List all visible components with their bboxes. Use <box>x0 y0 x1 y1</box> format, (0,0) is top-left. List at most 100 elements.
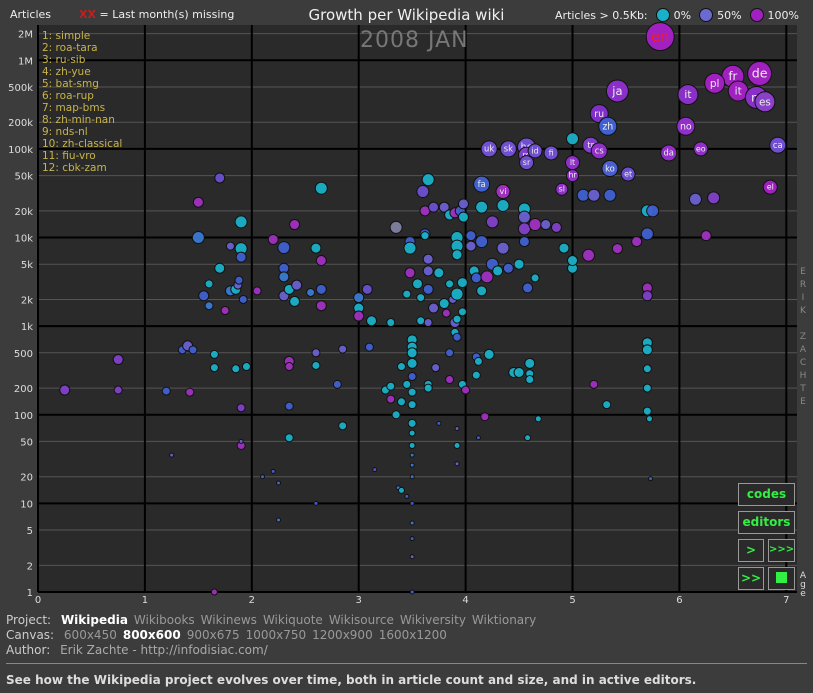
data-point <box>566 132 580 146</box>
data-point <box>204 279 214 289</box>
y-tick-label: 5k <box>21 260 33 271</box>
data-point <box>169 452 175 458</box>
author-link[interactable]: http://infodisiac.com/ <box>140 643 268 657</box>
data-point <box>259 474 265 480</box>
labeled-point <box>660 144 678 162</box>
labeled-point <box>747 60 773 86</box>
editors-button[interactable]: editors <box>738 511 795 534</box>
project-option[interactable]: Wikiversity <box>399 613 466 627</box>
labeled-point <box>601 160 619 178</box>
data-point <box>313 500 319 506</box>
project-option[interactable]: Wikinews <box>200 613 257 627</box>
data-point <box>524 434 532 442</box>
data-point <box>558 242 570 254</box>
author-vertical-letter: H <box>799 371 807 381</box>
y-tick-label: 1 <box>27 588 33 599</box>
data-point <box>445 279 455 289</box>
wiki-list-item: 6: roa-rup <box>42 90 94 102</box>
data-point <box>407 372 417 382</box>
project-option[interactable]: Wikibooks <box>133 613 195 627</box>
missing-mark: XX <box>79 8 96 21</box>
data-point <box>480 412 490 422</box>
data-point <box>267 233 279 245</box>
project-option[interactable]: Wiktionary <box>471 613 537 627</box>
point-label: es <box>759 96 771 108</box>
canvas-option[interactable]: 600x450 <box>63 628 117 642</box>
data-point <box>353 292 365 304</box>
point-label: de <box>752 66 768 81</box>
point-label: fr <box>728 69 737 83</box>
x-tick-label: 7 <box>783 595 789 606</box>
y-axis-label: Articles <box>10 8 52 21</box>
y-axis: 1 2 5 10 20 50 100 200 500 1k 2k 5k 10k 20k 50k 100k 200… <box>8 30 33 599</box>
data-point <box>397 486 405 494</box>
author-separator: - <box>128 643 141 657</box>
point-label: sk <box>504 144 513 154</box>
divider <box>6 663 807 664</box>
data-point <box>404 493 410 499</box>
data-point <box>473 356 483 366</box>
data-point <box>465 240 477 252</box>
data-point <box>276 517 282 523</box>
y-tick-label: 1k <box>21 322 33 333</box>
author-vertical-letter: K <box>800 306 806 316</box>
codes-button[interactable]: codes <box>738 483 795 506</box>
data-point <box>403 241 417 255</box>
point-label: sr <box>523 158 531 167</box>
project-option[interactable]: Wikiquote <box>262 613 323 627</box>
data-point <box>225 241 235 251</box>
labeled-point <box>527 143 543 159</box>
point-label: cs <box>595 146 604 156</box>
labeled-point <box>704 72 726 94</box>
labeled-point <box>620 166 636 182</box>
data-point <box>412 278 423 290</box>
data-point <box>241 362 251 372</box>
project-label: Project: <box>6 613 52 627</box>
data-point <box>278 271 290 283</box>
data-point <box>451 249 463 261</box>
play-button[interactable]: >> <box>738 567 764 590</box>
data-point <box>407 387 417 397</box>
data-point <box>315 283 327 295</box>
wiki-list-item: 11: fiu-vro <box>42 150 96 162</box>
canvas-option-selected[interactable]: 800x600 <box>122 628 181 642</box>
stop-button[interactable] <box>768 567 795 590</box>
canvas-option[interactable]: 1600x1200 <box>378 628 447 642</box>
data-point <box>645 415 653 423</box>
x-tick-label: 6 <box>676 595 682 606</box>
data-point <box>421 173 435 187</box>
canvas-option[interactable]: 1000x750 <box>245 628 307 642</box>
canvas-option[interactable]: 900x675 <box>186 628 240 642</box>
data-point <box>475 235 489 249</box>
canvas-option[interactable]: 1200x900 <box>312 628 373 642</box>
data-point <box>602 400 612 410</box>
y-tick-label: 2 <box>27 561 33 572</box>
legend-label-0: 0% <box>673 8 692 22</box>
data-point <box>641 290 653 302</box>
canvas-label: Canvas: <box>6 628 55 642</box>
data-point <box>642 383 652 393</box>
data-point <box>406 357 418 369</box>
fast-forward-button[interactable]: >>> <box>768 539 795 562</box>
labeled-point <box>754 91 776 113</box>
point-label: it <box>684 89 691 101</box>
labeled-point <box>693 141 709 157</box>
plot-area <box>38 25 797 592</box>
x-tick-label: 2 <box>249 595 255 606</box>
project-option-wikipedia[interactable]: Wikipedia <box>60 613 128 627</box>
data-point <box>364 342 374 352</box>
data-point <box>416 293 426 303</box>
data-point <box>452 314 462 324</box>
data-point <box>611 243 623 255</box>
data-point <box>407 400 417 410</box>
data-point <box>192 196 204 208</box>
data-point <box>642 406 652 416</box>
project-option[interactable]: Wikisource <box>328 613 394 627</box>
y-tick-label: 500 <box>14 349 33 360</box>
y-tick-label: 50 <box>20 437 33 448</box>
step-button[interactable]: > <box>738 539 764 562</box>
data-point <box>408 429 416 437</box>
data-point <box>315 300 327 312</box>
data-point <box>209 363 219 373</box>
wiki-list-item: 8: zh-min-nan <box>42 114 115 126</box>
